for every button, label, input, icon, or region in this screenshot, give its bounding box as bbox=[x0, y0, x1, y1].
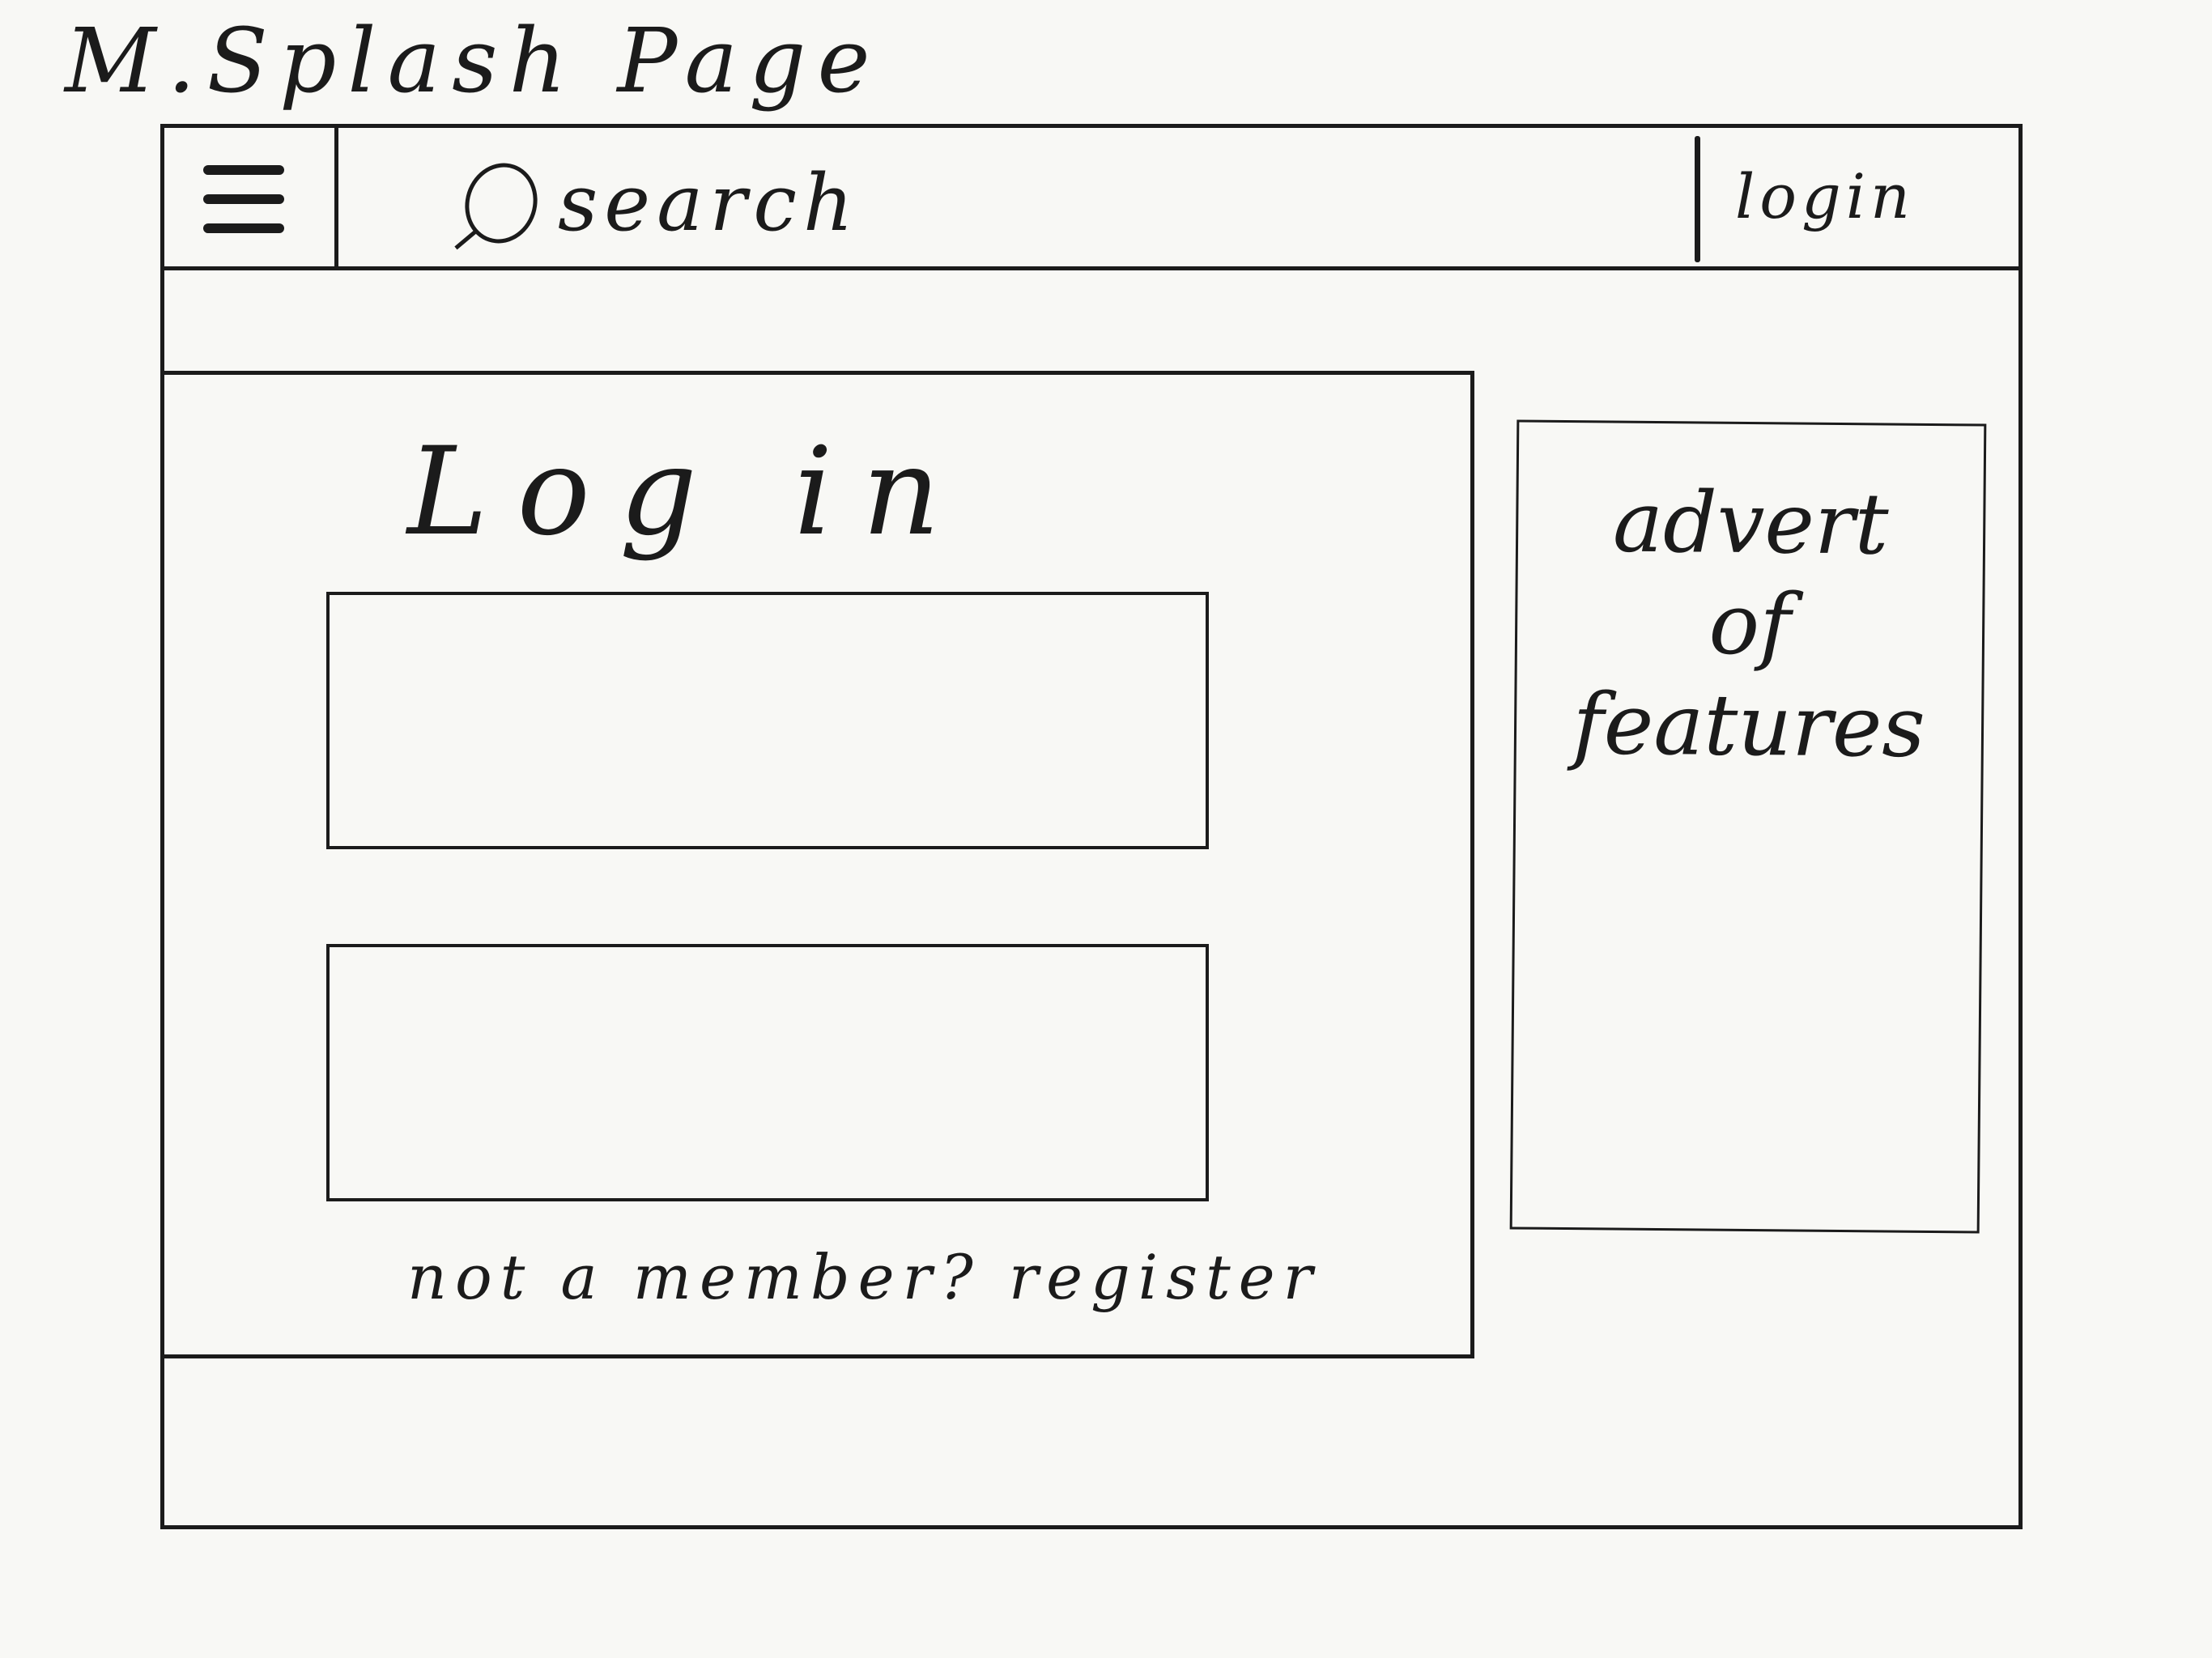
login-card: Log in not a member? register bbox=[164, 371, 1474, 1358]
register-link[interactable]: not a member? register bbox=[407, 1241, 1321, 1313]
header-divider bbox=[1695, 136, 1700, 262]
menu-button[interactable] bbox=[164, 128, 338, 266]
password-field[interactable] bbox=[326, 944, 1209, 1201]
login-heading: Log in bbox=[407, 422, 970, 563]
browser-frame: search login Log in not a member? regist… bbox=[160, 124, 2023, 1529]
login-link[interactable]: login bbox=[1735, 160, 1915, 232]
search-icon bbox=[454, 153, 548, 253]
advert-text: advert of features bbox=[1572, 472, 1926, 776]
search-bar[interactable]: search bbox=[454, 151, 860, 256]
page-title: M.Splash Page bbox=[65, 9, 882, 113]
top-navigation-bar: search login bbox=[164, 128, 2018, 270]
username-field[interactable] bbox=[326, 592, 1209, 849]
search-label: search bbox=[558, 158, 860, 249]
advert-panel: advert of features bbox=[1509, 419, 1987, 1234]
